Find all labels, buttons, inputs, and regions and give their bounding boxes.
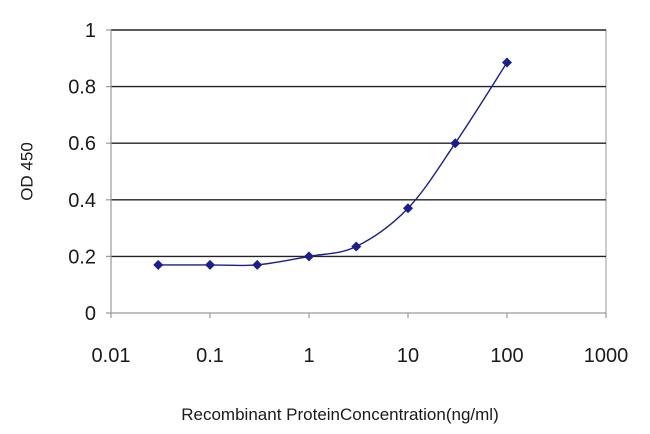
data-point-marker	[450, 138, 461, 149]
x-axis-title: Recombinant ProteinConcentration(ng/ml)	[181, 405, 499, 424]
axes	[110, 30, 606, 314]
x-tick-label: 1000	[584, 345, 629, 367]
x-tick-label: 1	[303, 345, 314, 367]
gridlines	[111, 29, 606, 258]
x-tick-label: 10	[397, 345, 419, 367]
x-tick-label: 0.01	[92, 345, 131, 367]
data-point-marker	[502, 57, 512, 68]
data-point-marker	[153, 259, 164, 270]
y-axis-title: OD 450	[17, 142, 36, 201]
markers	[153, 57, 512, 270]
y-tick-label: 0.8	[68, 77, 96, 99]
y-tick-labels: 0 0.2 0.4 0.6 0.8 1	[68, 20, 111, 325]
x-tick-label: 0.1	[196, 345, 224, 367]
data-point-marker	[351, 241, 362, 252]
x-tick-labels: 0.01 0.1 1 10 100 1000	[92, 313, 629, 367]
y-tick-label: 0.4	[68, 190, 96, 212]
x-tick-label: 100	[490, 345, 523, 367]
y-tick-label: 0.6	[68, 133, 96, 155]
y-tick-label: 0	[85, 303, 96, 325]
data-point-marker	[205, 259, 215, 270]
y-tick-label: 0.2	[68, 246, 96, 268]
y-tick-label: 1	[85, 20, 96, 42]
data-point-marker	[403, 203, 413, 214]
data-point-marker	[304, 251, 314, 262]
data-point-marker	[252, 259, 263, 270]
plot-area	[110, 29, 607, 314]
